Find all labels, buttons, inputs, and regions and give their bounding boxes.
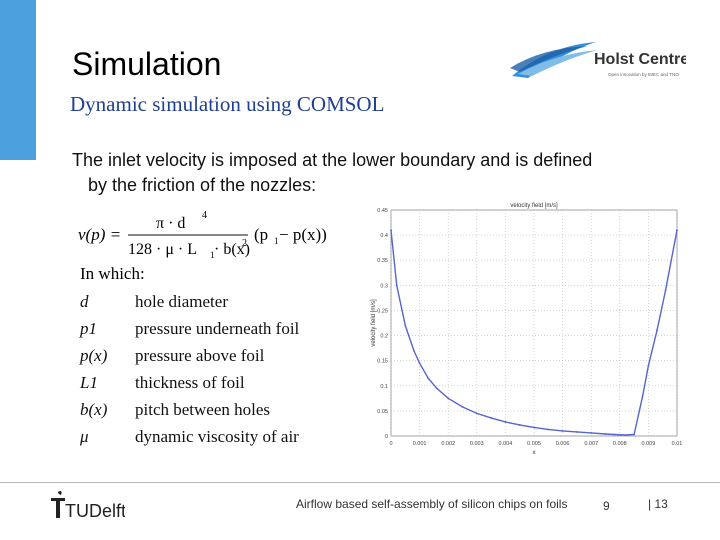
- velocity-formula: v(p) = π · d 4 128 · μ · L 1 · b(x) 2 (p…: [78, 210, 327, 260]
- y-tick-label: 0.2: [380, 334, 388, 340]
- y-tick-label: 0.45: [377, 208, 388, 214]
- formula-den-exp: 2: [242, 238, 247, 249]
- formula-den-sub: 1: [210, 250, 215, 260]
- definition-symbol: b(x): [80, 400, 108, 419]
- body-paragraph: The inlet velocity is imposed at the low…: [72, 148, 672, 198]
- logo-text: Holst Centre: [594, 51, 686, 68]
- footer-divider: [0, 482, 720, 483]
- x-tick-label: 0.001: [413, 441, 427, 447]
- holst-centre-logo: Holst Centre Open innovation by IMEC and…: [510, 42, 686, 78]
- definition-desc: pressure underneath foil: [135, 319, 300, 338]
- definition-desc: pressure above foil: [135, 346, 265, 365]
- y-tick-label: 0.35: [377, 258, 388, 264]
- velocity-chart: 0 0.001 0.002 0.003 0.004 0.005 0.006 0.007 0.00…: [371, 203, 683, 456]
- data-point: [504, 421, 507, 423]
- data-point: [613, 433, 615, 436]
- data-point: [590, 432, 593, 434]
- definition-symbol: d: [80, 292, 89, 311]
- data-point: [656, 329, 658, 332]
- definition-desc: thickness of foil: [135, 373, 245, 392]
- data-point: [641, 394, 644, 397]
- y-axis-label: velocity field [m/s]: [371, 299, 377, 347]
- data-point: [461, 405, 464, 408]
- body-line-1: The inlet velocity is imposed at the low…: [72, 150, 593, 170]
- x-axis-label: x: [533, 450, 536, 456]
- footer-title: Airflow based self-assembly of silicon c…: [296, 497, 568, 511]
- formula-rhs: (p: [254, 225, 268, 244]
- swoosh-icon: [510, 42, 598, 78]
- definition-symbol: μ: [80, 427, 89, 446]
- accent-bar: [0, 0, 36, 160]
- formula-rhs-rest: − p(x)): [279, 225, 327, 244]
- data-point: [412, 349, 415, 352]
- data-point: [664, 289, 667, 292]
- data-point: [624, 434, 627, 436]
- data-point: [475, 412, 478, 415]
- in-which-label: In which:: [80, 264, 145, 283]
- slide-title: Simulation: [72, 46, 222, 82]
- chart-title: velocity field [m/s]: [510, 203, 558, 209]
- data-point: [547, 428, 550, 431]
- page-total: | 13: [648, 497, 668, 511]
- data-point: [518, 424, 521, 426]
- formula-num-exp: 4: [202, 210, 207, 221]
- definition-desc: hole diameter: [135, 292, 228, 311]
- definition-desc: pitch between holes: [135, 400, 271, 419]
- x-tick-label: 0: [389, 441, 392, 447]
- y-tick-label: 0.05: [377, 409, 388, 415]
- x-tick-label: 0.006: [556, 441, 570, 447]
- x-tick-label: 0.008: [613, 441, 627, 447]
- formula-numerator: π · d: [156, 215, 185, 232]
- formula-denominator: 128 · μ · L: [128, 241, 197, 258]
- definition-symbol: p1: [80, 319, 97, 338]
- y-tick-label: 0.15: [377, 359, 388, 365]
- data-point: [427, 377, 430, 380]
- y-tick-label: 0.3: [380, 283, 388, 289]
- data-point: [435, 387, 438, 390]
- tudelft-logo: TUDelft: [51, 491, 125, 521]
- data-point: [533, 426, 535, 429]
- flame-icon: [51, 491, 65, 518]
- formula-den-rest: · b(x): [214, 241, 250, 258]
- body-line-2: by the friction of the nozzles:: [88, 175, 317, 195]
- data-point: [676, 229, 678, 231]
- data-point: [633, 433, 635, 436]
- definition-symbol: L1: [80, 373, 98, 392]
- formula-lhs: v(p) =: [78, 225, 121, 244]
- x-tick-label: 0.009: [642, 441, 656, 447]
- tudelft-text: TUDelft: [65, 501, 125, 521]
- x-tick-label: 0.004: [499, 441, 513, 447]
- data-point: [390, 229, 392, 231]
- data-point: [395, 284, 398, 287]
- x-tick-label: 0.007: [584, 441, 598, 447]
- data-point: [647, 364, 650, 367]
- data-point: [404, 324, 407, 327]
- page-number: 9: [603, 499, 610, 513]
- x-tick-label: 0.003: [470, 441, 484, 447]
- data-point: [561, 430, 564, 432]
- x-tick-label: 0.002: [441, 441, 455, 447]
- data-point: [490, 417, 492, 419]
- formula-rhs-sub: 1: [274, 236, 279, 246]
- definition-desc: dynamic viscosity of air: [135, 427, 299, 446]
- definition-symbol: p(x): [80, 346, 108, 365]
- y-tick-label: 0.1: [380, 384, 388, 390]
- y-tick-label: 0: [385, 434, 388, 440]
- x-tick-label: 0.01: [672, 441, 683, 447]
- data-point: [447, 397, 450, 400]
- y-tick-label: 0.4: [380, 233, 388, 239]
- slide-subtitle: Dynamic simulation using COMSOL: [70, 92, 385, 116]
- data-point: [418, 362, 421, 365]
- data-point: [576, 431, 578, 433]
- y-tick-label: 0.25: [377, 308, 388, 314]
- x-tick-label: 0.005: [527, 441, 541, 447]
- data-point: [604, 433, 607, 435]
- logo-tagline: Open innovation by IMEC and TNO: [608, 72, 679, 77]
